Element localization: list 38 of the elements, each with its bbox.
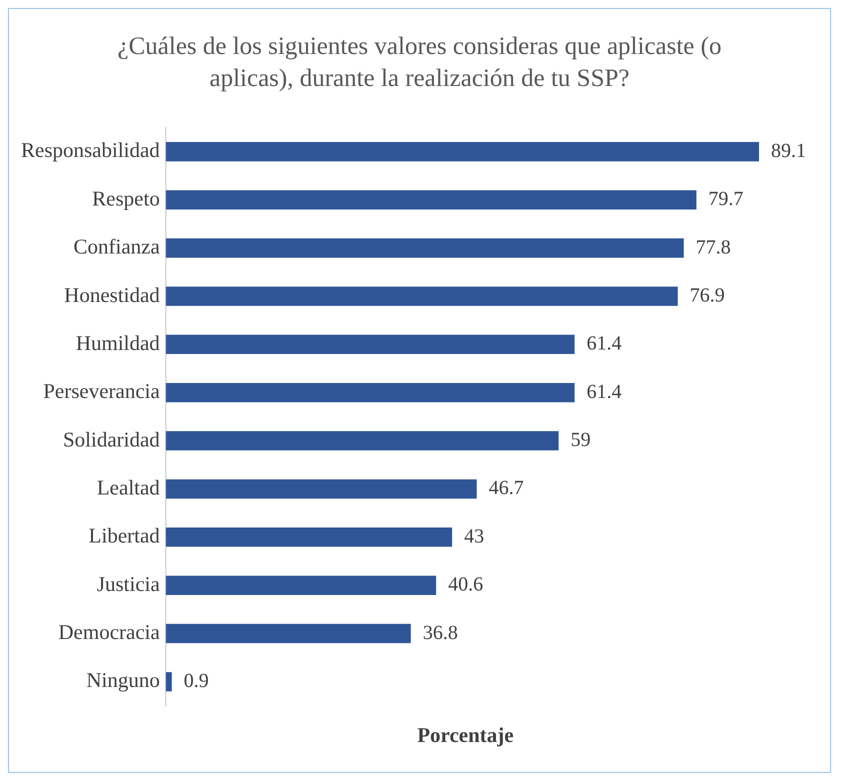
y-tick-label: Justicia bbox=[96, 572, 160, 596]
bar bbox=[166, 382, 575, 402]
y-tick-label: Libertad bbox=[88, 524, 160, 548]
y-tick-label: Respeto bbox=[92, 186, 160, 210]
y-tick-label: Perseverancia bbox=[43, 379, 160, 404]
data-label: 46.7 bbox=[488, 477, 524, 500]
data-label: 79.7 bbox=[708, 188, 744, 210]
bar bbox=[166, 431, 559, 450]
data-label: 61.4 bbox=[586, 332, 622, 355]
data-label: 61.4 bbox=[586, 380, 622, 403]
bar bbox=[166, 672, 172, 692]
data-label: 76.9 bbox=[690, 284, 725, 306]
data-label: 0.9 bbox=[184, 670, 209, 692]
y-tick-label: Honestidad bbox=[64, 282, 160, 307]
data-label: 59 bbox=[570, 429, 591, 452]
data-label: 40.6 bbox=[448, 574, 484, 596]
data-label: 36.8 bbox=[422, 622, 458, 644]
data-label: 43 bbox=[464, 525, 484, 548]
y-tick-label: Democracia bbox=[58, 620, 160, 644]
y-tick-label: Confianza bbox=[74, 234, 160, 259]
y-tick-label: Solidaridad bbox=[62, 427, 160, 452]
bar bbox=[166, 479, 477, 499]
bar bbox=[166, 334, 575, 354]
y-tick-label: Lealtad bbox=[96, 475, 160, 500]
chart-title: ¿Cuáles de los siguientes valores consideras que aplicaste (o aplicas), durante la realización de tu SSP? bbox=[116, 32, 722, 94]
bar bbox=[166, 238, 684, 258]
bar bbox=[166, 286, 678, 306]
y-tick-label: Responsabilidad bbox=[20, 138, 160, 162]
bar bbox=[166, 624, 411, 644]
data-label: 77.8 bbox=[696, 236, 731, 258]
bar bbox=[166, 142, 760, 162]
y-tick-label: Humildad bbox=[76, 330, 160, 355]
x-axis-title: Porcentaje bbox=[417, 722, 514, 747]
bar bbox=[166, 576, 436, 595]
bar bbox=[166, 528, 452, 547]
data-label: 89.1 bbox=[771, 140, 806, 162]
y-tick-label: Ninguno bbox=[86, 668, 160, 692]
bar bbox=[166, 190, 696, 210]
